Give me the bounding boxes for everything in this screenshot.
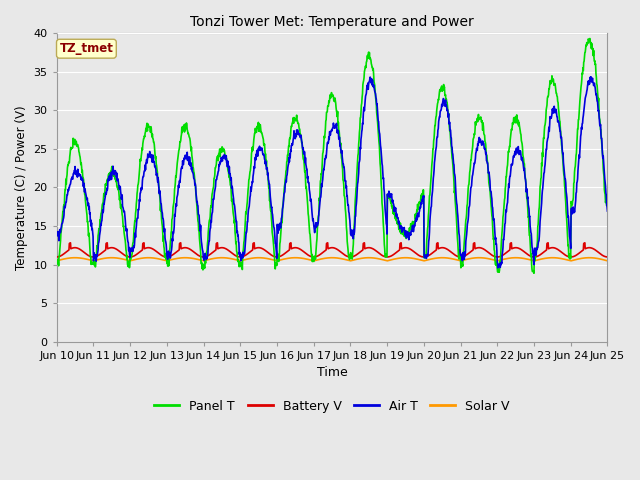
Air T (538, 188, 546, 193)
Battery V (176, 240, 184, 246)
Air T (237, 258, 244, 264)
Air T (490, 217, 497, 223)
Panel T (490, 237, 497, 242)
Battery V (237, 254, 245, 260)
Battery V (604, 254, 611, 260)
Legend: Panel T, Battery V, Air T, Solar V: Panel T, Battery V, Air T, Solar V (149, 395, 515, 418)
Air T (587, 74, 595, 80)
Panel T (417, 195, 425, 201)
Line: Battery V: Battery V (57, 243, 607, 257)
Solar V (163, 258, 170, 264)
Panel T (586, 36, 594, 41)
Air T (604, 208, 611, 214)
Solar V (53, 258, 61, 264)
Battery V (538, 250, 546, 256)
Line: Panel T: Panel T (57, 38, 607, 273)
Air T (417, 201, 425, 207)
Solar V (71, 255, 79, 261)
X-axis label: Time: Time (317, 367, 348, 380)
Air T (162, 239, 170, 245)
Solar V (237, 258, 245, 264)
Panel T (175, 146, 183, 152)
Air T (494, 265, 502, 271)
Panel T (530, 270, 538, 276)
Solar V (418, 257, 426, 263)
Solar V (538, 256, 546, 262)
Y-axis label: Temperature (C) / Power (V): Temperature (C) / Power (V) (15, 105, 28, 270)
Battery V (67, 240, 74, 246)
Solar V (176, 255, 184, 261)
Line: Air T: Air T (57, 77, 607, 268)
Battery V (163, 254, 170, 260)
Panel T (538, 150, 546, 156)
Title: Tonzi Tower Met: Temperature and Power: Tonzi Tower Met: Temperature and Power (190, 15, 474, 29)
Solar V (490, 257, 498, 263)
Panel T (53, 258, 61, 264)
Solar V (604, 258, 611, 264)
Text: TZ_tmet: TZ_tmet (60, 42, 113, 55)
Battery V (490, 253, 498, 259)
Air T (53, 230, 61, 236)
Battery V (53, 254, 61, 260)
Panel T (237, 259, 244, 265)
Air T (175, 179, 183, 185)
Panel T (162, 252, 170, 258)
Line: Solar V: Solar V (57, 258, 607, 261)
Battery V (418, 254, 426, 260)
Panel T (604, 197, 611, 203)
